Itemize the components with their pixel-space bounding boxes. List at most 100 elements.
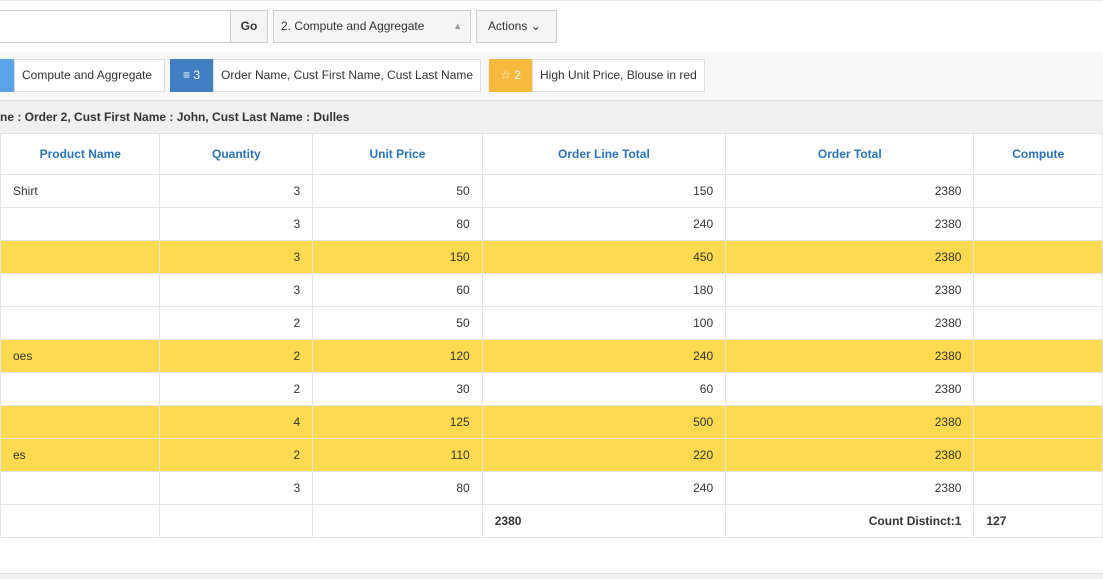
table-cell — [973, 471, 1103, 505]
table-cell — [0, 240, 161, 274]
table-cell: 240 — [481, 339, 727, 373]
toolbar — [0, 0, 1103, 52]
filter-pill[interactable]: Compute and Aggregate — [14, 59, 165, 92]
column-header[interactable]: Compute — [973, 133, 1103, 175]
footer-row: 2380 Count Distinct:1 127 — [0, 504, 1103, 538]
table-row: 4 125 500 2380 — [0, 405, 1103, 439]
filter-pill[interactable]: High Unit Price, Blouse in red — [532, 59, 705, 92]
search-input[interactable] — [0, 10, 231, 43]
table-cell: 100 — [481, 306, 727, 340]
filter-label: High Unit Price, Blouse in red — [540, 68, 697, 82]
table-cell: 120 — [312, 339, 483, 373]
actions-text: Actions — [488, 19, 528, 33]
table-row: es 2 110 220 2380 — [0, 438, 1103, 472]
report-select[interactable]: 2. Compute and Aggregate ▲ — [273, 10, 471, 43]
table-cell: Shirt — [0, 174, 161, 208]
table-cell: 50 — [312, 174, 483, 208]
table-row: 3 80 240 2380 — [0, 207, 1103, 241]
table-cell: 220 — [481, 438, 727, 472]
table-cell — [0, 405, 161, 439]
table-cell — [0, 273, 161, 307]
column-header[interactable]: Order Total — [725, 133, 975, 175]
table-cell — [0, 207, 161, 241]
table-row: 2 30 60 2380 — [0, 372, 1103, 406]
table-cell: 2380 — [725, 207, 975, 241]
table-row: 3 150 450 2380 — [0, 240, 1103, 274]
table-cell: 2380 — [725, 372, 975, 406]
filter-count: 2 — [514, 68, 521, 82]
table-cell: 2380 — [725, 306, 975, 340]
filter-icon[interactable]: ≡ 3 — [170, 59, 213, 92]
actions-button[interactable]: Actions ⌄ — [476, 10, 557, 43]
table-cell: 60 — [312, 273, 483, 307]
table-cell: 2380 — [725, 471, 975, 505]
aggregate-cell: 2380 — [481, 504, 727, 538]
break-header: ne : Order 2, Cust First Name : John, Cu… — [0, 100, 1103, 134]
table-cell: 2380 — [725, 405, 975, 439]
table-cell: 2 — [159, 306, 314, 340]
footer-band — [0, 573, 1103, 579]
table-cell — [973, 273, 1103, 307]
table-cell: 2380 — [725, 438, 975, 472]
column-header[interactable]: Order Line Total — [481, 133, 727, 175]
table-cell — [973, 372, 1103, 406]
table-cell: 150 — [481, 174, 727, 208]
table-cell: 2 — [159, 339, 314, 373]
table-cell: 2380 — [725, 273, 975, 307]
aggregate-cell: Count Distinct:1 — [725, 504, 975, 538]
filter-icon[interactable]: ☆ 2 — [489, 59, 532, 92]
table-row: 2 50 100 2380 — [0, 306, 1103, 340]
go-button[interactable]: Go — [230, 10, 268, 43]
table-cell: 240 — [481, 207, 727, 241]
table-cell — [973, 207, 1103, 241]
table-cell: oes — [0, 339, 161, 373]
table-cell: 2 — [159, 438, 314, 472]
table-cell: 80 — [312, 471, 483, 505]
table-cell — [973, 240, 1103, 274]
table-row: 3 60 180 2380 — [0, 273, 1103, 307]
table-cell: 110 — [312, 438, 483, 472]
table-cell: 3 — [159, 471, 314, 505]
report-table: Product Name Quantity Unit Price Order Line… — [0, 133, 1103, 538]
table-cell — [973, 174, 1103, 208]
column-header[interactable]: Quantity — [159, 133, 314, 175]
table-cell: 3 — [159, 240, 314, 274]
table-row: 3 80 240 2380 — [0, 471, 1103, 505]
table-cell — [0, 306, 161, 340]
table-cell: 125 — [312, 405, 483, 439]
table-cell: 30 — [312, 372, 483, 406]
table-cell: 240 — [481, 471, 727, 505]
select-arrow: ▲ — [453, 21, 462, 31]
table-cell: 180 — [481, 273, 727, 307]
table-row: oes 2 120 240 2380 — [0, 339, 1103, 373]
column-header[interactable]: Unit Price — [312, 133, 483, 175]
table-cell: 50 — [312, 306, 483, 340]
table-cell: 3 — [159, 174, 314, 208]
filter-label: Compute and Aggregate — [22, 68, 153, 82]
table-cell: 60 — [481, 372, 727, 406]
table-cell — [0, 372, 161, 406]
filter-count: 3 — [193, 68, 201, 82]
table-cell: 3 — [159, 273, 314, 307]
table-cell — [0, 471, 161, 505]
table-cell — [973, 405, 1103, 439]
table-cell: 3 — [159, 207, 314, 241]
table-row: Shirt 3 50 150 2380 — [0, 174, 1103, 208]
table-cell: 2 — [159, 372, 314, 406]
table-cell: es — [0, 438, 161, 472]
filter-icon — [0, 59, 14, 92]
table-cell: 450 — [481, 240, 727, 274]
select-text: 2. Compute and Aggregate — [281, 19, 425, 33]
table-cell — [973, 438, 1103, 472]
aggregate-cell: 127 — [973, 504, 1103, 538]
filter-pill[interactable]: Order Name, Cust First Name, Cust Last N… — [213, 59, 481, 92]
table-cell: 2380 — [725, 240, 975, 274]
table-cell — [312, 504, 483, 538]
table-cell: 150 — [312, 240, 483, 274]
table-cell — [973, 306, 1103, 340]
table-cell: 500 — [481, 405, 727, 439]
column-header[interactable]: Product Name — [0, 133, 161, 175]
table-cell: 2380 — [725, 339, 975, 373]
table-cell — [159, 504, 314, 538]
